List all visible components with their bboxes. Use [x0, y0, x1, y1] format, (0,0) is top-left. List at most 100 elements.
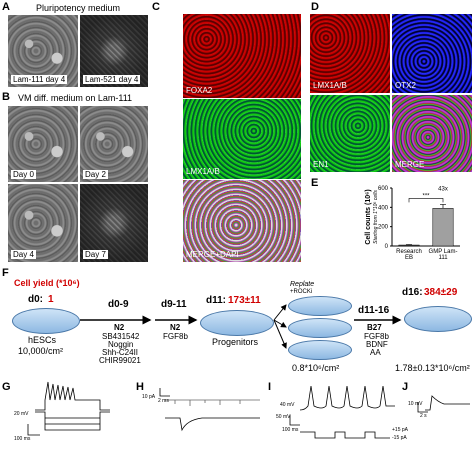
image-label: MERGE — [395, 160, 425, 169]
panel-letter: B — [2, 91, 10, 103]
step-item: Shh-C24II — [102, 348, 139, 357]
bar — [398, 244, 420, 247]
micrograph: OTX2 — [392, 14, 472, 93]
step-item: SB431542 — [102, 332, 140, 341]
step-days: d9-11 — [161, 299, 187, 310]
stage-yield: 173±11 — [228, 295, 261, 306]
scale-label: 2 s — [420, 413, 427, 419]
y-tick-label: 600 — [378, 186, 389, 192]
y-tick-label: 200 — [378, 225, 389, 231]
dish-label: hESCs — [28, 335, 57, 345]
scale-bar — [27, 424, 40, 436]
scale-label: 10 mV — [408, 401, 423, 407]
micrograph: EN1 — [310, 95, 390, 172]
ephys-traces — [27, 381, 470, 439]
trace — [35, 381, 110, 411]
micrograph: LMX1A/B — [183, 99, 301, 179]
scale-bar — [289, 415, 300, 426]
panel-letter: J — [402, 381, 409, 393]
panel-letter: C — [152, 1, 160, 13]
step-days: d0-9 — [108, 299, 129, 310]
panel-letter: G — [2, 381, 11, 393]
trace — [300, 431, 390, 439]
bar-chart: 0 200 400 600 Cell counts (10⁶) Starting from… — [365, 186, 460, 250]
stage-day: d16: — [402, 287, 423, 298]
step-item: CHIR99021 — [99, 356, 141, 365]
panel-title: VM diff. medium on Lam-111 — [18, 93, 133, 103]
scale-label: 40 mV — [280, 402, 295, 408]
panel-letter: A — [2, 1, 10, 13]
scale-label: -15 pA — [392, 435, 407, 441]
scale-bar — [417, 402, 428, 413]
micrograph: MERGE+DAPI — [183, 180, 301, 262]
micrograph: Day 0 — [8, 106, 78, 182]
micrograph: Lam-521 day 4 — [80, 15, 148, 87]
step-item: FGF8b — [364, 332, 389, 341]
step-item: B27 — [367, 323, 382, 332]
y-axis-label: Cell counts (10⁶) — [365, 189, 372, 244]
annotation: *** — [422, 193, 430, 199]
micrograph: Day 4 — [8, 184, 78, 262]
image-label: LMX1A/B — [186, 167, 220, 176]
micrograph: FOXA2 — [183, 14, 301, 98]
significance-bracket — [408, 198, 444, 203]
scale-label: 50 mV — [276, 414, 291, 420]
image-label: OTX2 — [395, 81, 416, 90]
dish-label: 10,000/cm² — [18, 346, 64, 356]
image-label: Day 2 — [83, 170, 108, 179]
arrow — [273, 319, 287, 349]
arrow — [273, 304, 287, 321]
trace — [425, 395, 470, 411]
stage-day: d11: — [206, 295, 227, 306]
panel-letter: E — [311, 177, 319, 189]
panel-title: Pluripotency medium — [36, 3, 121, 13]
image-label: LMX1A/B — [313, 81, 347, 90]
image-label: FOXA2 — [186, 86, 213, 95]
annotation: 43x — [438, 186, 448, 192]
image-label: Day 7 — [83, 250, 108, 259]
step-days: d11-16 — [358, 305, 390, 316]
x-tick-label: GMP Lam-111 — [428, 249, 458, 261]
dish-label: 1.78±0.13*10⁶/cm² — [395, 363, 470, 373]
y-axis-sublabel: Starting from 1*10⁶ cells — [373, 190, 379, 244]
image-label: Day 4 — [11, 250, 36, 259]
dish-label: Progenitors — [212, 337, 259, 347]
stage-yield: 384±29 — [424, 287, 458, 298]
bar — [432, 208, 454, 247]
trace — [165, 399, 260, 406]
micrograph: Day 7 — [80, 184, 148, 262]
yield-title: Cell yield (*10⁶) — [14, 278, 80, 288]
micrograph: MERGE — [392, 95, 472, 172]
image-label: Day 0 — [11, 170, 36, 179]
trace — [299, 385, 395, 411]
y-tick-label: 400 — [378, 205, 389, 211]
y-tick-label: 0 — [385, 244, 389, 250]
arrow — [273, 319, 287, 328]
scale-label: 2 ms — [158, 398, 169, 404]
dish — [288, 340, 352, 360]
arrows — [80, 304, 402, 349]
dish — [288, 296, 352, 316]
micrograph: Lam-111 day 4 — [8, 15, 78, 87]
step-item: N2 — [114, 323, 125, 332]
micrograph: Day 2 — [80, 106, 148, 182]
dish — [200, 310, 274, 336]
scale-label: 20 mV — [14, 411, 29, 417]
panel-letter: F — [2, 267, 9, 279]
step-item: BDNF — [366, 340, 388, 349]
image-label: Lam-111 day 4 — [11, 75, 68, 84]
scale-label: +15 pA — [392, 427, 408, 433]
image-label: Lam-521 day 4 — [83, 75, 141, 84]
step-item: AA — [370, 348, 381, 357]
micrograph: LMX1A/B — [310, 14, 390, 93]
replate-label: Replate — [290, 281, 315, 288]
step-item: N2 — [170, 323, 181, 332]
step-item: Noggin — [108, 340, 134, 349]
dish — [12, 308, 80, 334]
replate-label: +ROCKi — [290, 289, 313, 295]
panel-letter: I — [268, 381, 272, 393]
scale-label: 10 pA — [142, 394, 156, 400]
image-label: MERGE+DAPI — [186, 250, 239, 259]
